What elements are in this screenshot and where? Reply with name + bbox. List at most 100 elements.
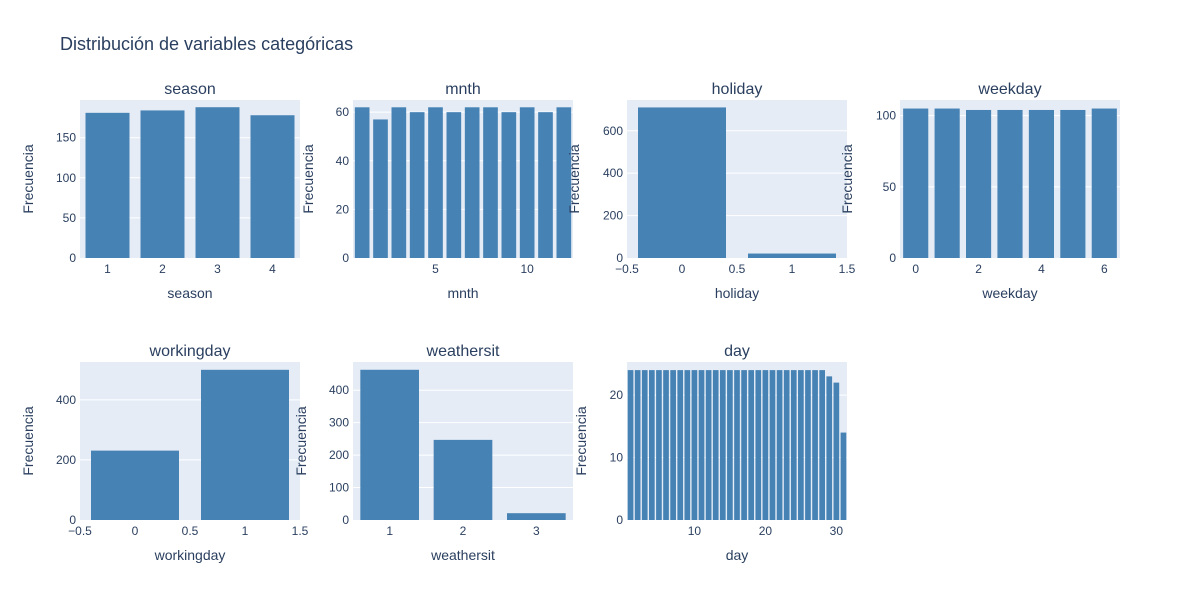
x-tick-label: 3 <box>214 262 221 276</box>
bar-day-16[interactable] <box>734 370 740 520</box>
bar-day-21[interactable] <box>769 370 776 520</box>
x-tick-label: 0.5 <box>729 262 746 276</box>
bar-day-2[interactable] <box>634 370 641 520</box>
y-tick-label: 0 <box>342 251 349 265</box>
y-axis-title: Frecuencia <box>566 144 582 213</box>
plot-background <box>353 100 573 258</box>
bar-weekday-4[interactable] <box>1028 109 1054 259</box>
bar-day-18[interactable] <box>748 370 755 520</box>
bar-day-9[interactable] <box>684 370 691 520</box>
subplot-weathersit: 0 100 200 300 400 1 2 3 weathersit weathersit Frec… <box>293 343 573 563</box>
bar-weekday-5[interactable] <box>1060 109 1086 259</box>
x-tick-label: 6 <box>1101 262 1108 276</box>
x-tick-label: 1 <box>242 524 249 538</box>
y-tick-label: 20 <box>336 202 350 216</box>
bar-day-24[interactable] <box>790 370 797 520</box>
bar-day-20[interactable] <box>762 370 769 520</box>
bar-mnth-4[interactable] <box>409 112 425 259</box>
bar-day-27[interactable] <box>812 370 818 520</box>
bar-day-25[interactable] <box>798 370 804 520</box>
bar-day-7[interactable] <box>670 370 676 520</box>
bar-mnth-7[interactable] <box>464 107 480 259</box>
bar-mnth-2[interactable] <box>373 119 388 258</box>
x-tick-label: 1.5 <box>292 524 309 538</box>
bar-day-10[interactable] <box>691 370 698 520</box>
x-axis-title: holiday <box>715 285 759 301</box>
y-tick-label: 50 <box>883 180 897 194</box>
bar-day-8[interactable] <box>677 370 684 520</box>
bar-day-19[interactable] <box>755 370 762 520</box>
bar-day-15[interactable] <box>727 370 733 520</box>
bar-day-29[interactable] <box>826 376 833 520</box>
bar-mnth-1[interactable] <box>354 107 370 259</box>
bar-weekday-3[interactable] <box>997 109 1023 259</box>
bar-holiday-1[interactable] <box>748 253 836 258</box>
bar-day-14[interactable] <box>719 370 726 520</box>
bar-season-3[interactable] <box>195 107 240 258</box>
x-tick-label: 0 <box>679 262 686 276</box>
bar-season-4[interactable] <box>250 115 295 258</box>
bar-day-1[interactable] <box>627 370 634 520</box>
bar-day-30[interactable] <box>833 382 840 520</box>
bar-day-31[interactable] <box>840 432 847 520</box>
bar-day-22[interactable] <box>776 370 783 520</box>
bar-day-17[interactable] <box>741 370 747 520</box>
x-axis-title: weekday <box>981 285 1037 301</box>
y-tick-label: 600 <box>603 124 623 138</box>
bar-day-11[interactable] <box>698 370 705 520</box>
bar-mnth-12[interactable] <box>556 107 572 259</box>
bar-day-28[interactable] <box>819 370 825 520</box>
bar-day-26[interactable] <box>805 370 811 520</box>
y-tick-label: 0 <box>616 251 623 265</box>
subplot-title: day <box>724 343 750 360</box>
y-tick-label: 400 <box>329 383 349 397</box>
bar-mnth-9[interactable] <box>501 112 517 259</box>
x-tick-label: 0.5 <box>182 524 199 538</box>
y-tick-label: 0 <box>69 251 76 265</box>
subplot-title: mnth <box>445 81 481 98</box>
bar-day-23[interactable] <box>783 370 790 520</box>
subplot-season: 0 50 100 150 1 2 3 4 season season Frecuencia <box>20 81 300 301</box>
bar-mnth-6[interactable] <box>446 112 462 259</box>
x-tick-label: 1 <box>104 262 111 276</box>
bar-day-6[interactable] <box>663 370 669 520</box>
bar-mnth-3[interactable] <box>391 107 407 259</box>
y-tick-label: 0 <box>342 513 349 527</box>
bar-mnth-10[interactable] <box>519 107 535 259</box>
y-tick-label: 0 <box>889 251 896 265</box>
y-tick-label: 400 <box>603 166 623 180</box>
bar-holiday-0[interactable] <box>638 107 726 258</box>
bar-season-1[interactable] <box>85 112 130 258</box>
bar-day-13[interactable] <box>712 370 719 520</box>
x-axis-title: weathersit <box>430 547 495 563</box>
bar-day-12[interactable] <box>705 370 712 520</box>
x-tick-label: −0.5 <box>615 262 639 276</box>
bar-day-5[interactable] <box>656 370 662 520</box>
bar-mnth-5[interactable] <box>428 107 443 259</box>
bar-weekday-2[interactable] <box>966 109 992 259</box>
bar-weathersit-1[interactable] <box>360 369 419 520</box>
y-tick-label: 200 <box>56 453 76 467</box>
y-tick-label: 50 <box>63 211 77 225</box>
bar-weekday-0[interactable] <box>903 108 929 258</box>
x-tick-label: 1 <box>386 524 393 538</box>
subplot-title: workingday <box>149 343 231 360</box>
bar-day-3[interactable] <box>641 370 648 520</box>
bar-mnth-8[interactable] <box>483 107 498 259</box>
bar-weekday-1[interactable] <box>934 108 960 258</box>
bar-workingday-0[interactable] <box>91 450 179 520</box>
subplot-title: weathersit <box>426 343 500 360</box>
bar-weathersit-2[interactable] <box>433 439 493 520</box>
bar-day-4[interactable] <box>649 370 655 520</box>
x-tick-label: 0 <box>912 262 919 276</box>
bar-mnth-11[interactable] <box>538 112 553 259</box>
bar-weathersit-3[interactable] <box>507 513 566 520</box>
bar-weekday-6[interactable] <box>1091 108 1117 258</box>
bar-workingday-1[interactable] <box>201 369 289 520</box>
bar-season-2[interactable] <box>140 110 185 259</box>
y-tick-label: 10 <box>610 451 624 465</box>
